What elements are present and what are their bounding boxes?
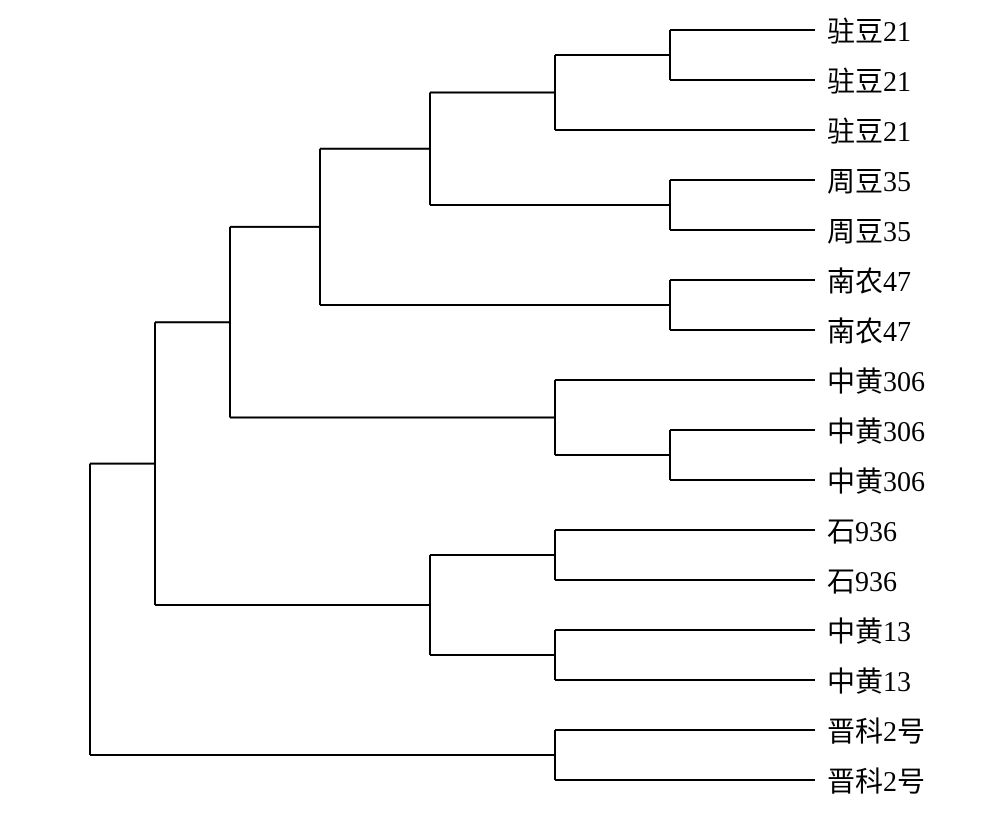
leaf-label: 中黄13 <box>827 610 911 650</box>
leaf-label: 中黄13 <box>827 660 911 700</box>
leaf-label: 石936 <box>827 510 897 550</box>
leaf-label: 南农47 <box>827 260 911 300</box>
leaf-label: 石936 <box>827 560 897 600</box>
leaf-label: 晋科2号 <box>827 760 925 800</box>
leaf-label: 中黄306 <box>827 410 925 450</box>
leaf-label: 南农47 <box>827 310 911 350</box>
leaf-label: 驻豆21 <box>827 10 911 50</box>
leaf-label: 周豆35 <box>827 160 911 200</box>
leaf-label: 周豆35 <box>827 210 911 250</box>
dendrogram-container: 驻豆21 驻豆21 驻豆21 周豆35 周豆35 南农47 南农47 中黄306 中黄306 中黄… <box>0 0 1000 823</box>
leaf-label: 晋科2号 <box>827 710 925 750</box>
leaf-label: 驻豆21 <box>827 110 911 150</box>
leaf-label: 中黄306 <box>827 460 925 500</box>
leaf-label: 驻豆21 <box>827 60 911 100</box>
leaf-label: 中黄306 <box>827 360 925 400</box>
